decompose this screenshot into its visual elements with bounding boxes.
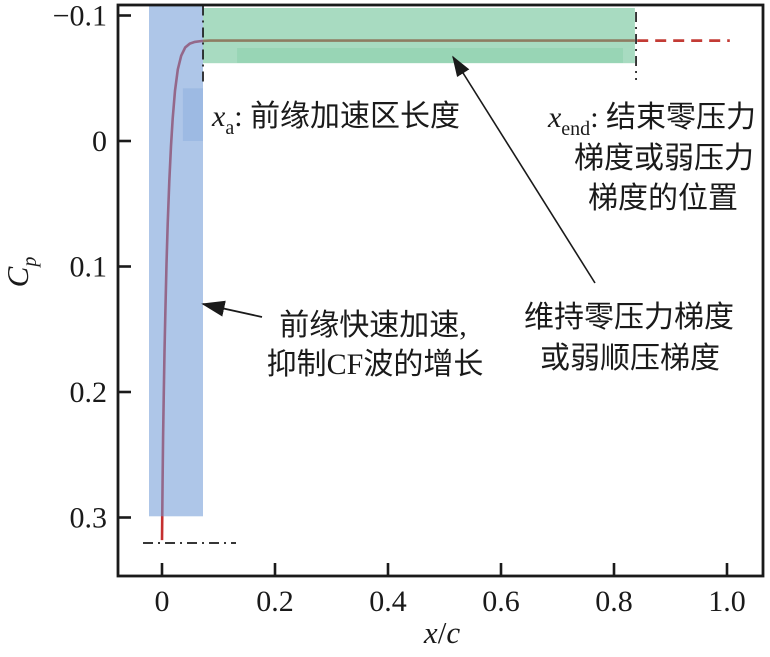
acceleration-annotation-line2: 抑制CF波的增长 [267,348,484,381]
xend-annotation-line3: 梯度的位置 [588,182,738,215]
x-axis-title: x/c [423,615,460,650]
xa-annotation: xa: 前缘加速区长度 [211,100,460,139]
leading-edge-acceleration-band [149,5,203,517]
xend-annotation-line1: xend: 结束零压力 [547,101,756,140]
leading-edge-band-overlap [182,88,203,141]
x-tick-label: 0.8 [595,585,633,618]
xend-annotation-line2: 梯度或弱压力 [574,142,754,175]
y-tick-label: −0.1 [53,0,107,33]
zero-pressure-gradient-band-overlap [237,48,623,63]
zero-pressure-gradient-band [203,8,635,64]
x-tick-label: 0.4 [369,585,407,618]
zpg-annotation-line1: 维持零压力梯度 [524,301,734,334]
y-tick-label: 0.2 [70,376,108,409]
x-tick-label: 1.0 [708,585,746,618]
zpg-annotation-line2: 或弱顺压梯度 [540,342,720,375]
acceleration-annotation-line1: 前缘快速加速, [279,309,467,342]
x-tick-label: 0.6 [482,585,520,618]
y-tick-label: 0 [92,125,107,158]
plot-border [116,3,765,578]
y-tick-label: 0.1 [70,251,108,284]
x-tick-label: 0.2 [256,585,294,618]
x-tick-label: 0 [155,585,170,618]
arrow-to-zpg-band [452,55,596,284]
arrow-to-acceleration-band [201,300,263,318]
y-axis-title: Cp [0,257,41,288]
y-tick-label: 0.3 [70,502,108,535]
